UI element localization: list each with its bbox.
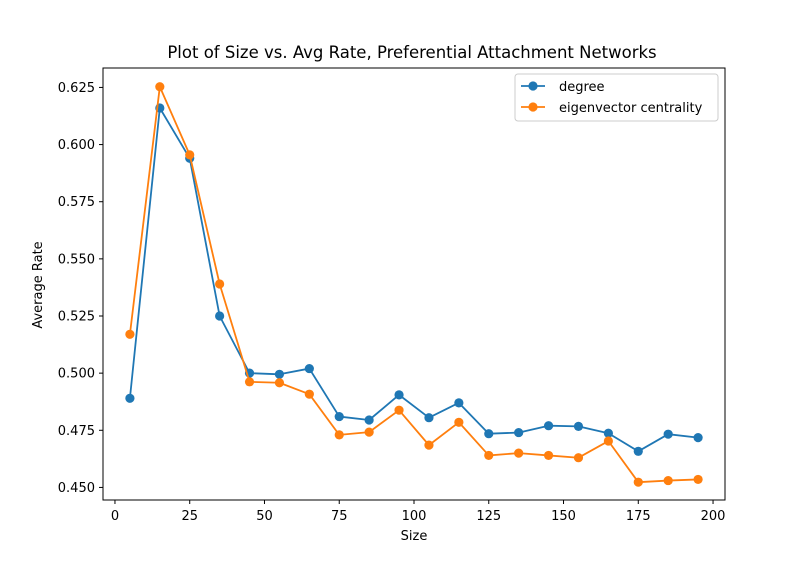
legend-marker-degree (528, 81, 538, 91)
data-point-eigenvector-centrality (304, 389, 314, 399)
data-point-eigenvector-centrality (155, 82, 165, 92)
data-point-degree (603, 428, 613, 438)
data-point-eigenvector-centrality (573, 453, 584, 463)
legend-label-degree: degree (559, 80, 605, 95)
data-point-eigenvector-centrality (185, 150, 195, 160)
y-tick-label: 0.500 (58, 367, 95, 382)
y-axis: 0.450 0.475 0.500 0.525 0.550 0.575 0.600 0.625 (58, 81, 103, 496)
data-point-degree (573, 421, 584, 431)
data-point-eigenvector-centrality (364, 427, 374, 437)
data-point-eigenvector-centrality (514, 448, 524, 458)
data-point-eigenvector-centrality (693, 474, 703, 485)
data-point-eigenvector-centrality (663, 475, 673, 486)
data-point-degree (304, 363, 314, 374)
x-tick-label: 125 (476, 509, 501, 524)
x-tick-label: 0 (111, 509, 119, 524)
x-tick-label: 200 (701, 509, 726, 524)
data-point-eigenvector-centrality (274, 378, 285, 388)
data-point-eigenvector-centrality (394, 405, 404, 415)
y-tick-label: 0.525 (58, 310, 95, 325)
data-point-degree (274, 369, 285, 379)
data-point-degree (394, 390, 404, 400)
x-tick-label: 100 (402, 509, 427, 524)
series-line-eigenvector-centrality (129, 85, 699, 484)
series-layer (125, 82, 703, 487)
data-point-degree (693, 433, 703, 443)
data-point-eigenvector-centrality (543, 450, 554, 461)
data-point-degree (543, 421, 554, 431)
y-tick-label: 0.550 (58, 252, 95, 267)
y-axis-label: Average Rate (31, 241, 46, 328)
x-tick-label: 25 (181, 509, 198, 524)
data-point-eigenvector-centrality (633, 477, 643, 487)
data-point-eigenvector-centrality (244, 377, 255, 387)
y-tick-label: 0.450 (58, 481, 95, 496)
legend: degree eigenvector centrality (514, 73, 719, 122)
data-point-eigenvector-centrality (334, 430, 344, 440)
data-point-eigenvector-centrality (484, 450, 494, 461)
x-tick-label: 75 (331, 509, 348, 524)
y-tick-label: 0.625 (58, 81, 95, 96)
legend-box (514, 73, 719, 122)
y-tick-label: 0.575 (58, 195, 95, 210)
data-point-eigenvector-centrality (215, 279, 225, 289)
series-line-degree (129, 107, 699, 453)
data-point-degree (454, 398, 464, 408)
data-point-degree (484, 429, 494, 439)
data-point-degree (334, 411, 344, 422)
x-axis: 0 25 50 75 100 125 150 175 200 (111, 500, 726, 524)
legend-label-eigenvector-centrality: eigenvector centrality (559, 101, 703, 116)
x-tick-label: 175 (626, 509, 651, 524)
data-point-degree (215, 311, 225, 321)
data-point-degree (633, 446, 643, 456)
data-point-degree (514, 427, 524, 438)
x-tick-label: 50 (256, 509, 273, 524)
data-point-eigenvector-centrality (125, 329, 135, 339)
y-tick-label: 0.600 (58, 138, 95, 153)
data-point-eigenvector-centrality (454, 417, 464, 427)
data-point-eigenvector-centrality (603, 436, 613, 446)
data-point-degree (663, 429, 673, 439)
data-point-degree (125, 393, 135, 403)
y-tick-label: 0.475 (58, 424, 95, 439)
chart-title: Plot of Size vs. Avg Rate, Preferential … (167, 43, 656, 62)
data-point-degree (364, 415, 374, 425)
legend-marker-eigenvector-centrality (528, 102, 538, 112)
data-point-eigenvector-centrality (424, 440, 434, 450)
x-tick-label: 150 (551, 509, 576, 524)
x-axis-label: Size (401, 529, 428, 544)
data-point-degree (424, 413, 434, 423)
